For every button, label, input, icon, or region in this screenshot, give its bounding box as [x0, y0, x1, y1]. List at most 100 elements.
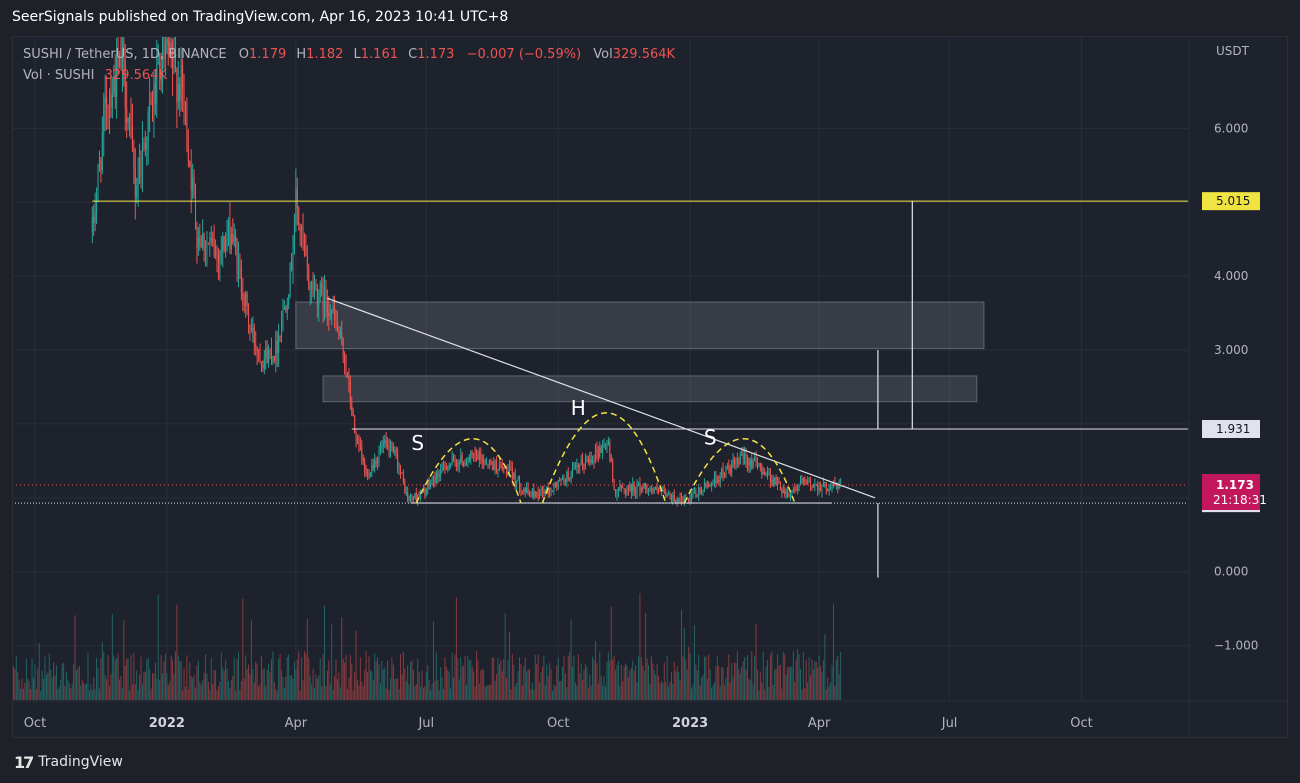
candle — [625, 488, 627, 499]
price-tick-label: 6.000 — [1214, 121, 1248, 135]
volume-bar — [91, 689, 93, 700]
candle — [184, 101, 186, 126]
candle-body — [437, 472, 439, 477]
candle — [223, 235, 225, 253]
candle — [705, 482, 707, 489]
candle — [632, 477, 634, 497]
volume-bar — [746, 655, 748, 700]
candle — [108, 88, 110, 134]
candle — [245, 290, 247, 318]
volume-bar — [547, 675, 549, 700]
candle-body — [434, 476, 436, 484]
candle — [765, 471, 767, 477]
candle — [305, 234, 307, 257]
candle — [491, 461, 493, 471]
candle — [172, 38, 174, 96]
volume-bar — [510, 689, 512, 700]
candle — [645, 482, 647, 494]
candle-body — [368, 471, 370, 477]
candle-body — [443, 463, 445, 466]
candle — [339, 326, 341, 340]
candle-body — [744, 453, 746, 458]
candle-body — [799, 480, 801, 486]
candle — [633, 481, 635, 497]
candle-body — [630, 483, 632, 494]
candle-body — [587, 459, 589, 463]
candle-body — [349, 381, 351, 403]
candle — [130, 97, 132, 139]
volume-bar — [394, 678, 396, 700]
candle-body — [139, 158, 141, 178]
candle — [180, 47, 182, 112]
volume-bar — [840, 652, 842, 700]
volume-bar — [802, 651, 804, 700]
volume-bar — [564, 673, 566, 700]
volume-bar — [825, 689, 827, 700]
volume-bar — [278, 659, 280, 700]
candle — [352, 407, 354, 417]
candle-body — [734, 460, 736, 465]
candle — [139, 143, 141, 184]
price-chart[interactable]: SHS USDT6.0004.0003.0000.000−1.0005.0151… — [12, 36, 1288, 738]
volume-bar — [688, 646, 690, 700]
candle-body — [305, 249, 307, 257]
candle-body — [450, 463, 452, 465]
volume-bar — [73, 664, 75, 700]
candle-body — [332, 306, 334, 311]
candle — [663, 485, 665, 495]
candle-body — [590, 459, 592, 463]
pattern-label: S — [411, 431, 424, 455]
candle-body — [301, 227, 303, 231]
volume-bar — [606, 661, 608, 700]
candle — [289, 262, 291, 299]
volume-bar — [701, 677, 703, 700]
candle-body — [212, 237, 214, 242]
candle-body — [316, 288, 318, 306]
candle-body — [173, 55, 175, 70]
candle — [344, 351, 346, 375]
volume-bar — [232, 676, 234, 700]
volume-bar — [81, 679, 83, 700]
volume-bar — [258, 686, 260, 700]
volume-bar — [559, 681, 561, 700]
candle — [174, 37, 176, 73]
candle-body — [529, 494, 531, 496]
candle — [627, 484, 629, 496]
candle — [358, 434, 360, 453]
volume-bar — [272, 651, 274, 700]
candle-body — [736, 458, 738, 462]
candle — [484, 458, 486, 466]
volume-bar — [309, 675, 311, 700]
volume-bar — [758, 690, 760, 700]
candle — [332, 295, 334, 314]
candle — [324, 274, 326, 321]
candle — [540, 486, 542, 496]
footer-brand[interactable]: TradingView — [38, 754, 123, 770]
candle — [820, 481, 822, 492]
candle-body — [298, 208, 300, 225]
candle-body — [583, 466, 585, 468]
volume-bar — [553, 684, 555, 700]
volume-bar — [480, 670, 482, 700]
candle — [603, 438, 605, 448]
candle — [202, 219, 204, 251]
candle — [430, 479, 432, 490]
candle-body — [385, 440, 387, 446]
volume-bar — [441, 677, 443, 700]
candle-body — [131, 126, 133, 148]
candle — [357, 434, 359, 445]
candle-body — [296, 188, 298, 209]
volume-bar — [86, 683, 88, 700]
candle — [612, 458, 614, 483]
candle — [302, 213, 304, 252]
volume-bar — [582, 679, 584, 700]
volume-bar — [769, 654, 771, 700]
volume-bar — [80, 685, 82, 700]
candle — [784, 486, 786, 498]
volume-bar — [756, 669, 758, 700]
candle-body — [141, 142, 143, 174]
candle — [623, 487, 625, 495]
volume-bar — [328, 660, 330, 700]
volume-bar — [76, 670, 78, 700]
volume-bar — [139, 674, 141, 700]
